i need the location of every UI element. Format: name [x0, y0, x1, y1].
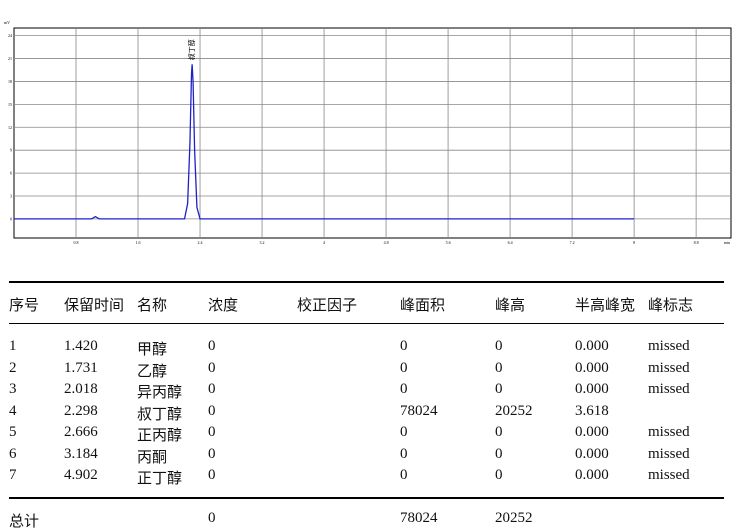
y-tick-label: 0: [10, 216, 12, 221]
y-tick-label: 15: [8, 102, 12, 107]
table-cell: 0: [208, 467, 216, 483]
table-cell: 峰面积: [400, 298, 446, 314]
table-cell: 0: [400, 445, 408, 462]
table-cell: 2.018: [64, 381, 98, 397]
table-cell: 0: [495, 381, 503, 397]
table-cell: 20252: [495, 402, 533, 419]
x-tick-label: 8: [633, 240, 635, 245]
rule: [9, 497, 724, 499]
table-cell: 0: [208, 402, 216, 419]
table-cell: 0: [400, 338, 408, 354]
table-cell: 半高峰宽: [575, 298, 636, 314]
table-cell: 0: [208, 445, 216, 462]
table-cell: 0: [495, 424, 503, 440]
table-cell: 0: [208, 338, 216, 354]
table-cell: 叔丁醇: [137, 406, 183, 423]
table-cell: 2.666: [64, 424, 98, 440]
y-tick-label: 21: [8, 56, 12, 61]
table-cell: 0: [495, 445, 503, 462]
table-cell: 0: [495, 467, 503, 483]
table-cell: 正丙醇: [137, 428, 183, 444]
y-tick-label: 9: [10, 148, 12, 153]
table-cell: 1.731: [64, 359, 98, 376]
table-cell: 0.000: [575, 445, 609, 462]
table-cell: 7: [9, 467, 17, 483]
table-cell: 0: [400, 359, 408, 376]
table-cell: 20252: [495, 510, 533, 526]
table-cell: 4.902: [64, 467, 98, 483]
table-cell: 78024: [400, 402, 438, 419]
table-cell: 0: [400, 424, 408, 440]
table-cell: 浓度: [208, 298, 239, 314]
table-cell: 乙醇: [137, 363, 168, 380]
table-cell: 0: [208, 381, 216, 397]
table-cell: 0: [208, 359, 216, 376]
table-cell: 峰高: [495, 298, 526, 314]
table-cell: 0: [208, 510, 216, 526]
table-cell: 2: [9, 359, 17, 376]
table-cell: 名称: [137, 298, 168, 314]
table-cell: 保留时间: [64, 298, 125, 314]
x-tick-label: 4.8: [384, 240, 389, 245]
x-tick-label: 3.2: [260, 240, 265, 245]
x-axis-label: min: [724, 240, 730, 245]
table-cell: 异丙醇: [137, 385, 183, 401]
table-cell: missed: [648, 445, 690, 462]
x-tick-label: 6.4: [508, 240, 513, 245]
y-tick-label: 18: [8, 79, 12, 84]
y-tick-label: 3: [10, 194, 12, 199]
table-cell: 0.000: [575, 338, 609, 354]
table-cell: 总计: [9, 514, 40, 530]
table-cell: 0.000: [575, 467, 609, 483]
table-cell: 4: [9, 402, 17, 419]
table-cell: 峰标志: [648, 298, 694, 314]
table-cell: missed: [648, 381, 690, 397]
peak-label: 叔丁醇: [187, 39, 196, 60]
table-cell: 3: [9, 381, 17, 397]
x-tick-label: 1.6: [136, 240, 141, 245]
table-cell: 1: [9, 338, 17, 354]
plot-area: [13, 27, 732, 239]
table-cell: 5: [9, 424, 17, 440]
x-tick-label: 7.2: [570, 240, 575, 245]
table-cell: 0: [495, 359, 503, 376]
y-tick-label: 12: [8, 125, 12, 130]
table-cell: 3.618: [575, 402, 609, 419]
table-cell: missed: [648, 359, 690, 376]
table-cell: 0.000: [575, 381, 609, 397]
table-cell: 0: [208, 424, 216, 440]
table-cell: 校正因子: [297, 298, 358, 314]
table-cell: 正丁醇: [137, 471, 183, 487]
table-cell: 6: [9, 445, 17, 462]
table-cell: 0.000: [575, 359, 609, 376]
table-cell: 0: [495, 338, 503, 354]
rule: [9, 323, 724, 324]
table-cell: 1.420: [64, 338, 98, 354]
table-cell: 0: [400, 381, 408, 397]
x-tick-label: 5.6: [446, 240, 451, 245]
table-cell: 序号: [9, 298, 40, 314]
table-cell: 0.000: [575, 424, 609, 440]
x-tick-label: 8.8: [694, 240, 699, 245]
table-cell: 甲醇: [137, 342, 168, 358]
table-cell: 2.298: [64, 402, 98, 419]
chromatogram-line: [14, 64, 635, 220]
table-cell: 丙酮: [137, 449, 168, 466]
y-tick-label: 6: [10, 171, 12, 176]
table-cell: missed: [648, 424, 690, 440]
table-cell: missed: [648, 338, 690, 354]
y-tick-label: 24: [8, 33, 12, 38]
table-cell: 78024: [400, 510, 438, 526]
table-cell: 3.184: [64, 445, 98, 462]
chart: 0 3 6 9 12 15 18 21 24 0.8 1.6 2.4 3.2 4 4.8 5.6 6.4 7.2 8…: [4, 20, 732, 245]
table-cell: missed: [648, 467, 690, 483]
x-tick-label: 2.4: [198, 240, 203, 245]
x-tick-label: 4: [323, 240, 325, 245]
x-tick-label: 0.8: [74, 240, 79, 245]
rule: [9, 281, 724, 283]
table-cell: 0: [400, 467, 408, 483]
y-axis-label: mV: [4, 20, 10, 25]
